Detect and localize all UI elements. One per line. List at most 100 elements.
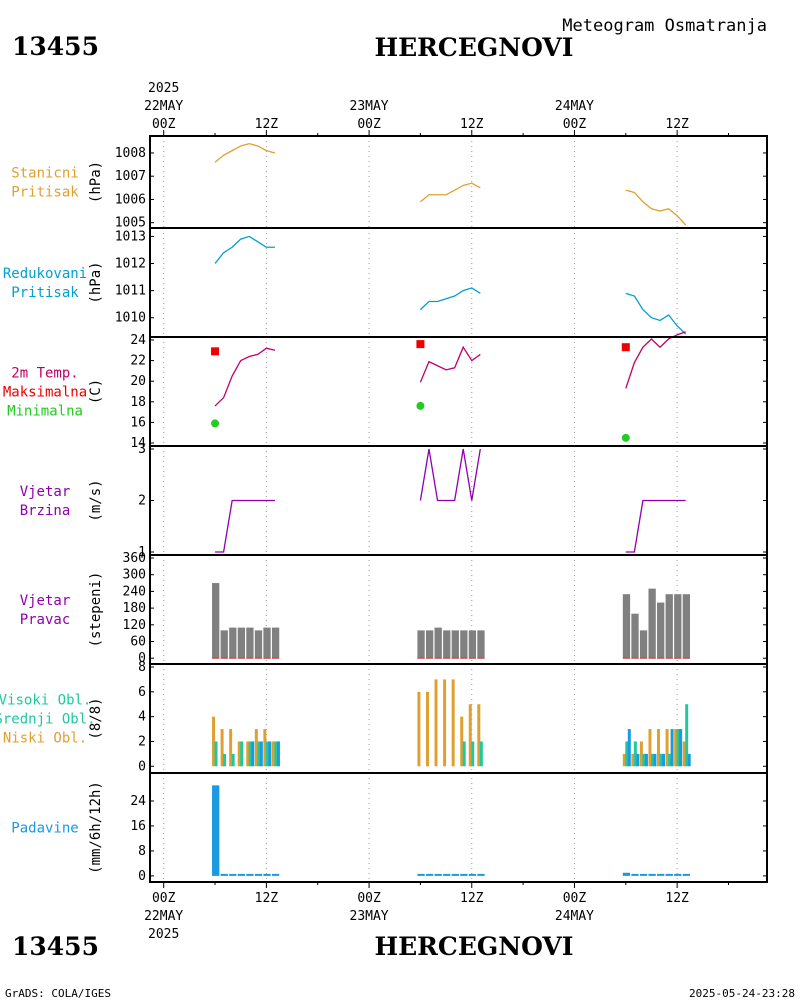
footer-timestamp: 2025-05-24-23:28 [689, 987, 795, 1000]
precip-bar [460, 873, 468, 876]
precip-bar [443, 873, 451, 876]
direction-bar [468, 630, 477, 659]
precip-bar [648, 873, 656, 876]
cloud-low-bar [263, 729, 267, 767]
series-line [625, 189, 687, 226]
series-line [215, 499, 275, 553]
direction-bar [246, 627, 254, 659]
precip-bar [220, 873, 228, 876]
bottom-time-label: 12Z [460, 891, 484, 906]
panel-label: Vjetar [20, 484, 71, 500]
cloud-low-bar [254, 729, 258, 767]
cloud-mid-bar [231, 753, 235, 767]
y-tick-label: 0 [138, 651, 146, 666]
cloud-high-bar [687, 753, 691, 767]
panel-temperature: 14 16 18 20 22 24 (C) 2m Temp. Maksimalna Minimal… [3, 331, 768, 451]
precip-bar [657, 873, 665, 876]
y-tick-label: 14 [130, 436, 146, 451]
y-tick-label: 1005 [115, 216, 146, 231]
direction-bar [425, 630, 434, 659]
y-tick-label: 24 [130, 333, 146, 348]
bottom-time-label: 00Z [563, 891, 587, 906]
top-date-label: 22MAY [144, 99, 183, 114]
y-tick-label: 16 [130, 819, 146, 834]
direction-bar [665, 594, 673, 659]
cloud-low-bar [212, 716, 216, 767]
min-temp-marker [416, 401, 425, 410]
y-tick-label: 8 [138, 660, 146, 675]
cloud-low-bar [229, 729, 233, 767]
top-date-label: 24MAY [555, 99, 594, 114]
direction-bar [631, 613, 639, 659]
y-tick-label: 3 [138, 442, 146, 457]
panel-label: Padavine [11, 821, 78, 837]
cloud-mid-bar [642, 753, 646, 767]
cloud-high-bar [662, 753, 666, 767]
y-tick-label: 180 [123, 601, 146, 616]
y-tick-label: 6 [138, 685, 146, 700]
cloud-mid-bar [274, 741, 278, 767]
panel-label: Pravac [20, 612, 71, 628]
y-axis-label: (hPa) [88, 261, 104, 303]
direction-bar [229, 627, 237, 659]
precip-bar [477, 873, 485, 876]
y-tick-label: 1011 [115, 284, 146, 299]
y-tick-label: 360 [123, 551, 146, 566]
cloud-mid-bar [248, 741, 252, 767]
y-tick-label: 300 [123, 568, 146, 583]
y-tick-label: 2 [138, 734, 146, 749]
y-tick-label: 22 [130, 354, 146, 369]
cloud-mid-bar [650, 753, 654, 767]
direction-bar [271, 627, 280, 659]
cloud-high-bar [627, 729, 631, 767]
panel-precipitation: 0 8 16 24 (mm/6h/12h) Padavine [11, 772, 768, 884]
top-date-label: 23MAY [350, 99, 389, 114]
cloud-high-bar [268, 741, 272, 767]
cloud-mid-bar [223, 753, 227, 767]
panel-frame [149, 336, 768, 447]
precip-bar [468, 873, 477, 876]
series-line [419, 448, 481, 502]
panel-label: Niski Obl. [3, 731, 87, 747]
precip-bar [212, 785, 220, 876]
cloud-mid-bar [633, 741, 637, 767]
precip-bar [631, 873, 639, 876]
panel-label: Minimalna [7, 404, 83, 420]
cloud-high-bar [653, 753, 657, 767]
direction-bar [212, 583, 220, 659]
y-tick-label: 0 [138, 869, 146, 884]
series-line [214, 142, 276, 163]
cloud-high-bar [636, 753, 640, 767]
min-temp-marker [211, 419, 220, 428]
precip-bar [674, 873, 682, 876]
cloud-mid-bar [625, 741, 629, 767]
direction-bar [220, 630, 228, 659]
top-time-label: 00Z [357, 117, 381, 132]
y-tick-label: 1008 [115, 146, 146, 161]
precip-bar [682, 873, 691, 876]
precip-bar [425, 873, 434, 876]
precip-bar [229, 873, 237, 876]
cloud-mid-bar [462, 741, 466, 767]
cloud-mid-bar [257, 741, 261, 767]
panel-label: Maksimalna [3, 385, 87, 401]
cloud-low-bar [237, 741, 241, 767]
top-time-label: 00Z [152, 117, 176, 132]
footer-station-name: HERCEGNOVI [374, 932, 573, 961]
y-tick-label: 1 [138, 545, 146, 560]
bottom-time-label: 12Z [665, 891, 689, 906]
cloud-low-bar [220, 729, 224, 767]
series-line [419, 345, 481, 383]
cloud-low-bar [622, 753, 626, 767]
y-tick-label: 60 [130, 635, 146, 650]
precip-bar [254, 873, 263, 876]
cloud-high-bar [644, 753, 648, 767]
y-tick-label: 8 [138, 844, 146, 859]
cloud-mid-bar [676, 729, 680, 767]
panel-label: Pritisak [11, 185, 79, 201]
bottom-date-label: 23MAY [350, 909, 389, 924]
cloud-low-bar [674, 729, 678, 767]
precip-bar [263, 873, 271, 876]
footer-station-id: 13455 [12, 932, 99, 961]
cloud-mid-bar [471, 741, 475, 767]
